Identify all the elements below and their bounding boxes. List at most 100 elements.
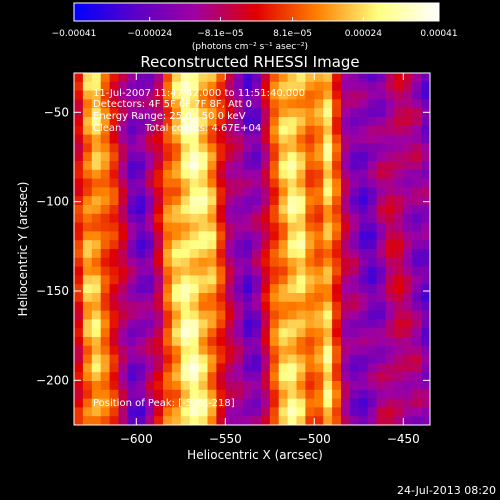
heatmap-cell [287, 284, 298, 294]
heatmap-cell [260, 205, 271, 215]
heatmap-cell [394, 354, 404, 364]
heatmap-cell [314, 249, 324, 259]
heatmap-cell [171, 310, 182, 320]
heatmap-cell [163, 257, 173, 268]
heatmap-cell [198, 407, 209, 417]
heatmap-cell [127, 125, 137, 136]
heatmap-cell [243, 257, 253, 268]
heatmap-cell [323, 381, 333, 391]
heatmap-cell [207, 117, 217, 127]
heatmap-cell [421, 108, 430, 118]
heatmap-cell [109, 161, 120, 171]
heatmap-cell [403, 345, 413, 356]
heatmap-cell [234, 196, 244, 206]
heatmap-cell [163, 213, 173, 224]
heatmap-cell [82, 337, 93, 347]
heatmap-cell [207, 354, 217, 364]
heatmap-cell [74, 275, 84, 285]
heatmap-cell [421, 407, 430, 417]
heatmap-cell [180, 337, 191, 347]
heatmap-cell [323, 345, 333, 356]
heatmap-cell [243, 310, 253, 320]
heatmap-cell [145, 301, 155, 312]
heatmap-cell [154, 301, 164, 312]
heatmap-cell [269, 257, 280, 268]
plot-frame [73, 72, 431, 426]
heatmap-cell [323, 240, 333, 250]
heatmap-cell [394, 99, 404, 109]
heatmap-cell [421, 125, 430, 136]
heatmap-cell [296, 143, 306, 153]
heatmap-cell [385, 90, 395, 100]
heatmap-cell [163, 328, 173, 338]
heatmap-cell [109, 257, 120, 268]
heatmap-cell [136, 249, 146, 259]
heatmap-cell [412, 108, 422, 118]
heatmap-cell [305, 337, 315, 347]
heatmap-cell [100, 354, 111, 364]
heatmap-cell [332, 372, 342, 382]
heatmap-cell [278, 257, 289, 268]
heatmap-cell [296, 372, 306, 382]
heatmap-cell [287, 416, 298, 425]
heatmap-cell [163, 407, 173, 417]
heatmap-cell [225, 231, 235, 241]
heatmap-cell [163, 187, 173, 197]
heatmap-cell [278, 134, 289, 144]
heatmap-cell [367, 372, 378, 382]
heatmap-cell [376, 90, 387, 100]
heatmap-cell [198, 125, 209, 136]
heatmap-cell [198, 284, 209, 294]
colorbar-tick-label: 0.00041 [420, 29, 457, 39]
heatmap-cell [278, 169, 289, 180]
heatmap-cell [216, 275, 226, 285]
heatmap-cell [216, 117, 226, 127]
heatmap-cell [180, 293, 191, 303]
heatmap-cell [82, 90, 93, 100]
heatmap-cell [127, 407, 137, 417]
heatmap-cell [341, 257, 351, 268]
heatmap-cell [100, 178, 111, 188]
heatmap-cell [243, 222, 253, 232]
heatmap-cell [412, 90, 422, 100]
heatmap-cell [385, 266, 395, 276]
heatmap-cell [367, 169, 378, 180]
heatmap-cell [305, 134, 315, 144]
heatmap-cell [189, 389, 200, 400]
heatmap-cell [385, 407, 395, 417]
heatmap-cell [376, 284, 387, 294]
heatmap-cell [109, 73, 120, 83]
heatmap-cell [403, 363, 413, 373]
heatmap-cell [189, 117, 200, 127]
heatmap-cell [109, 310, 120, 320]
heatmap-cell [260, 398, 271, 408]
heatmap-cell [305, 117, 315, 127]
heatmap-cell [207, 187, 217, 197]
heatmap-cell [216, 310, 226, 320]
heatmap-cell [332, 222, 342, 232]
heatmap-cell [136, 222, 146, 232]
heatmap-cell [127, 345, 137, 356]
heatmap-cell [225, 99, 235, 109]
heatmap-cell [171, 205, 182, 215]
heatmap-cell [207, 169, 217, 180]
heatmap-cell [305, 125, 315, 136]
heatmap-cell [358, 213, 369, 224]
heatmap-cell [421, 354, 430, 364]
heatmap-cell [74, 152, 84, 162]
heatmap-cell [421, 257, 430, 268]
heatmap-cell [314, 389, 324, 400]
heatmap-cell [234, 240, 244, 250]
heatmap-cell [385, 125, 395, 136]
heatmap-cell [421, 293, 430, 303]
heatmap-cell [234, 416, 244, 425]
x-tick-label: −500 [298, 432, 331, 446]
heatmap-cell [163, 372, 173, 382]
heatmap-cell [243, 73, 253, 83]
heatmap-cell [252, 222, 262, 232]
heatmap-cell [403, 161, 413, 171]
heatmap-cell [82, 134, 93, 144]
heatmap-cell [305, 275, 315, 285]
heatmap-cell [394, 389, 404, 400]
heatmap-cell [136, 213, 146, 224]
